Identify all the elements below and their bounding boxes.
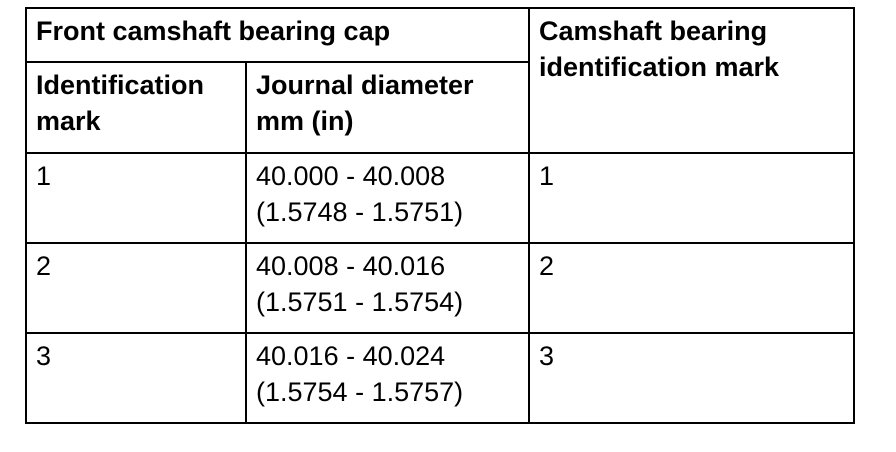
bearing-mark-header-line1: Camshaft bearing xyxy=(539,16,768,46)
header-row-sub: Identification mark Journal diameter mm … xyxy=(25,61,854,154)
journal-diameter-mm: 40.000 - 40.008 xyxy=(256,161,446,191)
journal-diameter-header-line2: mm (in) xyxy=(256,106,354,136)
table-row: 2 40.008 - 40.016 (1.5751 - 1.5754) 2 xyxy=(25,242,856,334)
journal-diameter-mm: 40.008 - 40.016 xyxy=(256,251,446,281)
front-cap-group-header: Front camshaft bearing cap xyxy=(24,7,531,63)
table-row: 3 40.016 - 40.024 (1.5754 - 1.5757) 3 xyxy=(25,332,856,424)
journal-diameter-mm: 40.016 - 40.024 xyxy=(256,341,446,371)
identification-mark-header: Identification mark xyxy=(25,61,247,154)
front-cap-group-label: Front camshaft bearing cap xyxy=(36,16,391,46)
journal-diameter-in: (1.5754 - 1.5757) xyxy=(256,377,464,407)
journal-diameter-cell: 40.016 - 40.024 (1.5754 - 1.5757) xyxy=(244,332,531,424)
journal-diameter-cell: 40.000 - 40.008 (1.5748 - 1.5751) xyxy=(244,152,531,244)
journal-diameter-in: (1.5751 - 1.5754) xyxy=(256,287,464,317)
bearing-mark-header-line2: identification mark xyxy=(539,52,780,82)
identification-mark-header-line1: Identification xyxy=(36,70,204,100)
identification-mark-header-line2: mark xyxy=(36,106,101,136)
identification-mark-cell: 1 xyxy=(25,152,247,244)
bearing-mark-header: Camshaft bearing identification mark xyxy=(528,7,856,154)
journal-diameter-in: (1.5748 - 1.5751) xyxy=(256,197,464,227)
journal-diameter-cell: 40.008 - 40.016 (1.5751 - 1.5754) xyxy=(244,242,531,334)
identification-mark-cell: 3 xyxy=(25,332,247,424)
journal-diameter-header: Journal diameter mm (in) xyxy=(244,61,531,154)
table-row: 1 40.000 - 40.008 (1.5748 - 1.5751) 1 xyxy=(25,152,856,244)
bearing-mark-cell: 1 xyxy=(528,152,856,244)
bearing-mark-cell: 3 xyxy=(528,332,856,424)
header-row-top: Front camshaft bearing cap Camshaft bear… xyxy=(24,7,856,154)
bearing-mark-cell: 2 xyxy=(528,242,856,334)
journal-diameter-header-line1: Journal diameter xyxy=(256,70,474,100)
identification-mark-cell: 2 xyxy=(25,242,247,334)
bearing-spec-table: Front camshaft bearing cap Camshaft bear… xyxy=(24,7,856,424)
